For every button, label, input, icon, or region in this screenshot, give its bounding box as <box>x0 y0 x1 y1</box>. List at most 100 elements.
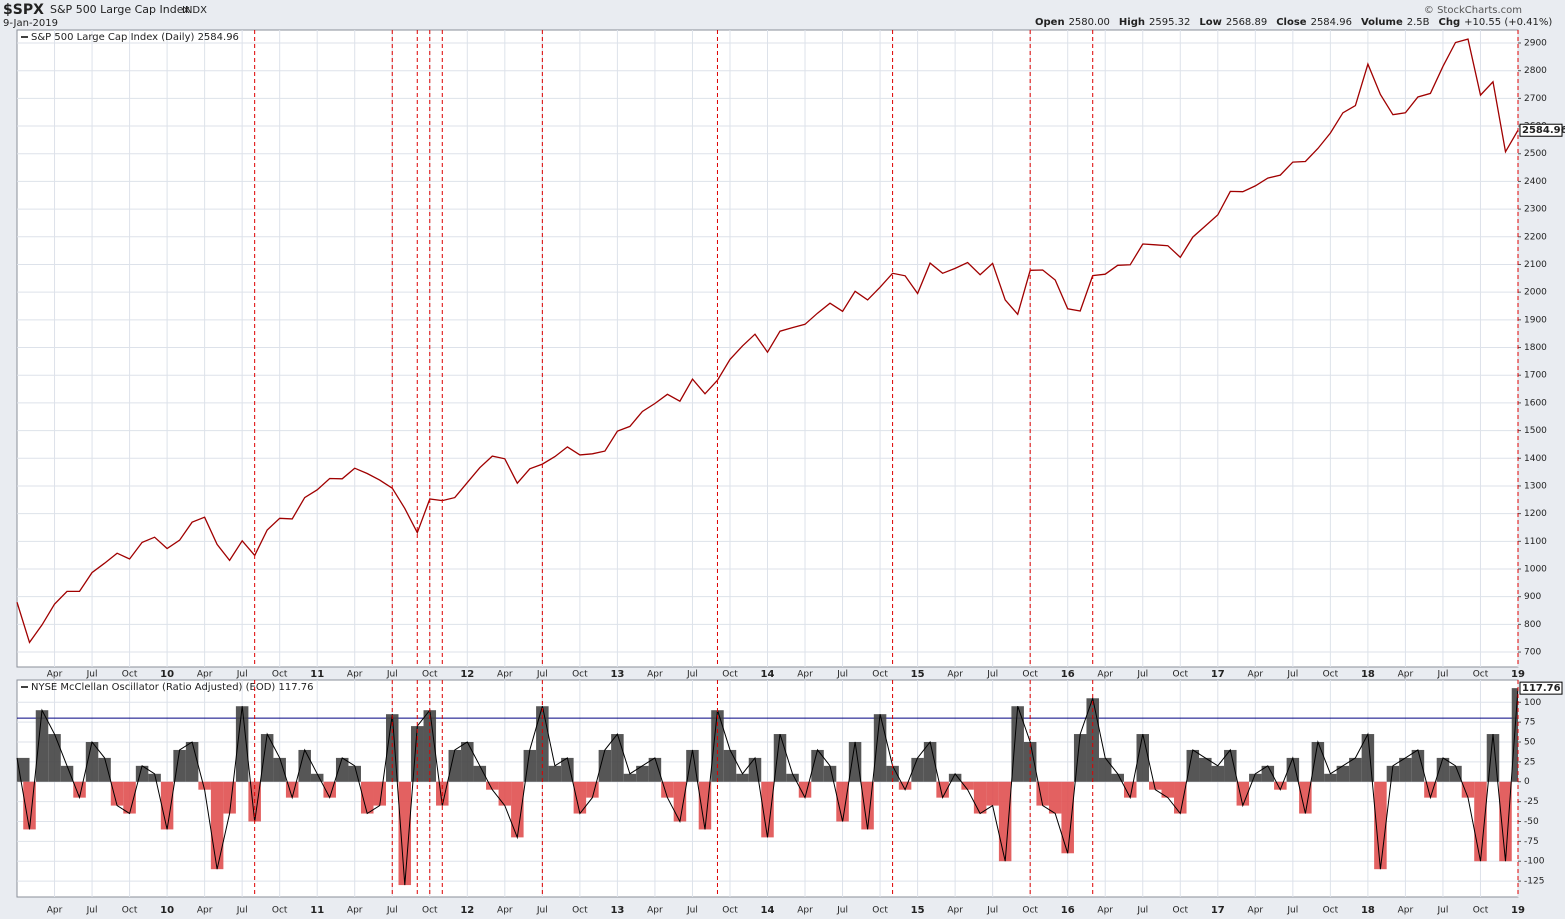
x-tick-label: Oct <box>272 906 288 916</box>
y-tick-label: 100 <box>1524 698 1541 708</box>
oscillator-bar <box>448 749 462 782</box>
oscillator-bar <box>486 781 499 790</box>
oscillator-bar <box>35 710 49 782</box>
oscillator-bar <box>273 757 286 782</box>
x-tick-label: Apr <box>1097 906 1113 916</box>
oscillator-bar <box>85 742 99 782</box>
oscillator-bar <box>898 781 912 790</box>
x-tick-label: Oct <box>722 670 738 680</box>
oscillator-bar <box>848 742 862 782</box>
x-tick-label: Oct <box>872 670 888 680</box>
x-tick-label: 18 <box>1361 669 1375 680</box>
oscillator-bar <box>986 781 999 806</box>
oscillator-bar <box>1098 757 1112 782</box>
oscillator-bar <box>948 773 962 782</box>
x-tick-label: Jul <box>836 906 848 916</box>
oscillator-bar <box>1086 698 1099 782</box>
oscillator-bar <box>1411 749 1425 782</box>
y-tick-label: -50 <box>1524 817 1539 827</box>
y-tick-label: 700 <box>1524 648 1541 658</box>
quote-label: Open <box>1035 17 1065 28</box>
oscillator-bar <box>1023 742 1037 782</box>
oscillator-bar <box>1186 749 1200 782</box>
y-tick-label: 900 <box>1524 592 1541 602</box>
x-tick-label: 19 <box>1511 905 1525 916</box>
last-value-label: 2584.96 <box>1522 125 1565 136</box>
x-tick-label: Jul <box>536 670 548 680</box>
oscillator-bar <box>1011 706 1024 782</box>
y-tick-label: 50 <box>1524 738 1536 748</box>
x-tick-label: Apr <box>797 906 813 916</box>
oscillator-bar <box>698 781 712 830</box>
oscillator-bar <box>60 765 74 782</box>
x-tick-label: Apr <box>497 670 513 680</box>
oscillator-bar <box>348 765 361 782</box>
quote-label: Close <box>1276 17 1307 28</box>
x-tick-label: Apr <box>47 670 63 680</box>
oscillator-bar <box>1499 781 1512 862</box>
x-tick-label: Jul <box>386 906 398 916</box>
x-tick-label: Oct <box>722 906 738 916</box>
x-tick-label: 10 <box>160 669 174 680</box>
oscillator-bar <box>623 773 637 782</box>
oscillator-bar <box>673 781 687 822</box>
y-tick-label: 2000 <box>1524 288 1547 298</box>
x-tick-label: Apr <box>1097 670 1113 680</box>
oscillator-bar <box>911 757 924 782</box>
x-tick-label: 19 <box>1511 669 1525 680</box>
oscillator-bar <box>998 781 1012 862</box>
x-tick-label: Jul <box>86 670 98 680</box>
oscillator-bar <box>723 749 737 782</box>
x-tick-label: Oct <box>1323 906 1339 916</box>
oscillator-bar <box>1111 773 1124 782</box>
x-tick-label: Jul <box>386 670 398 680</box>
y-tick-label: 0 <box>1524 777 1530 787</box>
legend-label: NYSE McClellan Oscillator (Ratio Adjuste… <box>31 682 314 693</box>
x-tick-label: Jul <box>1437 670 1449 680</box>
oscillator-line <box>16 688 1519 886</box>
oscillator-bar <box>1061 781 1074 854</box>
date: 9-Jan-2019 <box>3 18 58 29</box>
x-tick-label: Jul <box>536 906 548 916</box>
x-tick-label: Oct <box>122 670 138 680</box>
x-tick-label: Oct <box>572 670 588 680</box>
oscillator-bar <box>323 781 336 798</box>
quote-value: 2580.00 <box>1069 17 1110 28</box>
oscillator-bar <box>973 781 987 814</box>
y-tick-label: 2800 <box>1524 66 1547 76</box>
x-tick-label: Apr <box>1398 906 1414 916</box>
y-tick-label: -125 <box>1524 877 1544 887</box>
y-tick-label: 1800 <box>1524 343 1547 353</box>
y-tick-label: 25 <box>1524 757 1535 767</box>
oscillator-bar <box>1261 765 1275 782</box>
x-tick-label: 15 <box>911 669 925 680</box>
oscillator-bar <box>1436 757 1450 782</box>
oscillator-bar <box>773 734 787 782</box>
x-tick-label: Oct <box>122 906 138 916</box>
oscillator-bar <box>573 781 587 814</box>
oscillator-bar <box>473 765 487 782</box>
oscillator-bar <box>160 781 174 830</box>
oscillator-bar <box>1161 781 1175 798</box>
x-tick-label: 14 <box>761 669 775 680</box>
x-tick-label: Apr <box>1248 906 1264 916</box>
oscillator-bar <box>873 714 887 782</box>
y-tick-label: 2300 <box>1524 205 1547 215</box>
x-tick-label: Oct <box>1473 906 1489 916</box>
x-tick-label: Apr <box>797 670 813 680</box>
x-tick-label: Oct <box>1022 906 1038 916</box>
x-tick-label: Oct <box>1022 670 1038 680</box>
oscillator-bar <box>511 781 524 838</box>
last-value-box <box>1519 123 1563 137</box>
symbol: $SPX <box>3 2 44 18</box>
x-tick-label: Apr <box>197 906 213 916</box>
oscillator-bar <box>98 757 111 782</box>
y-tick-label: 1600 <box>1524 398 1547 408</box>
x-tick-label: Jul <box>1136 670 1148 680</box>
copyright: © StockCharts.com <box>1424 5 1522 16</box>
oscillator-bar <box>23 781 36 830</box>
x-tick-label: Oct <box>1172 906 1188 916</box>
x-tick-label: Oct <box>1172 670 1188 680</box>
oscillator-bar <box>1236 781 1250 806</box>
x-tick-label: Jul <box>836 670 848 680</box>
